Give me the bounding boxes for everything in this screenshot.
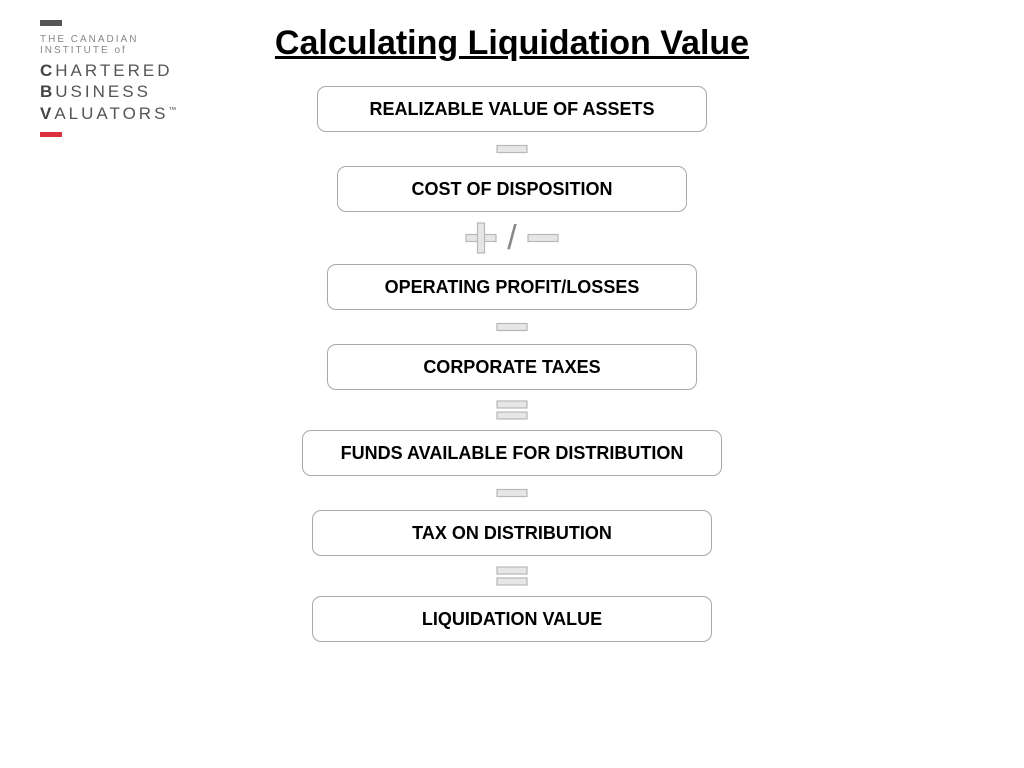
operator-minus: [492, 480, 532, 506]
minus-icon: [523, 216, 563, 260]
flow-node-label: LIQUIDATION VALUE: [422, 609, 602, 630]
flow-node: REALIZABLE VALUE OF ASSETS: [317, 86, 707, 132]
flow-node: CORPORATE TAXES: [327, 344, 697, 390]
flow-node: TAX ON DISTRIBUTION: [312, 510, 712, 556]
operator-plusminus: /: [461, 216, 562, 260]
flow-node: FUNDS AVAILABLE FOR DISTRIBUTION: [302, 430, 722, 476]
flow-node-label: COST OF DISPOSITION: [411, 179, 612, 200]
flow-node-label: OPERATING PROFIT/LOSSES: [385, 277, 640, 298]
plus-icon: [461, 216, 501, 260]
flowchart: REALIZABLE VALUE OF ASSETS COST OF DISPO…: [0, 86, 1024, 642]
page-title: Calculating Liquidation Value: [0, 24, 1024, 63]
flow-node-label: FUNDS AVAILABLE FOR DISTRIBUTION: [341, 443, 684, 464]
operator-minus: [492, 136, 532, 162]
flow-node: OPERATING PROFIT/LOSSES: [327, 264, 697, 310]
logo-line-1: CHARTERED: [40, 60, 210, 81]
flow-node-label: CORPORATE TAXES: [423, 357, 600, 378]
operator-equals: [492, 394, 532, 426]
operator-equals: [492, 560, 532, 592]
flow-node: COST OF DISPOSITION: [337, 166, 687, 212]
slash-icon: /: [507, 221, 516, 255]
flow-node: LIQUIDATION VALUE: [312, 596, 712, 642]
operator-minus: [492, 314, 532, 340]
flow-node-label: REALIZABLE VALUE OF ASSETS: [369, 99, 654, 120]
flow-node-label: TAX ON DISTRIBUTION: [412, 523, 612, 544]
